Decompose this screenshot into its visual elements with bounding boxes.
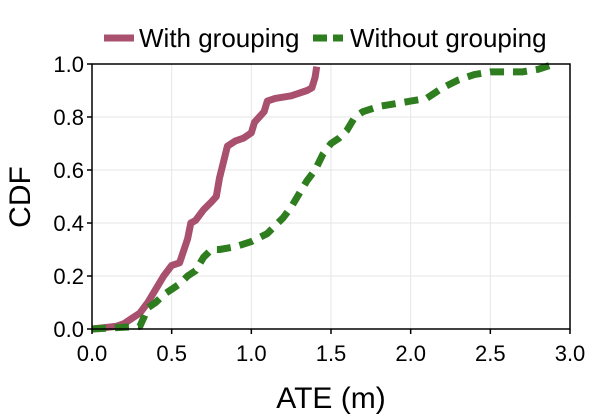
y-tick-label: 0.6 <box>53 158 84 183</box>
y-tick-label: 1.0 <box>53 52 84 77</box>
x-tick-label: 2.0 <box>395 341 426 366</box>
y-tick-label: 0.4 <box>53 211 84 236</box>
x-tick-label: 3.0 <box>555 341 586 366</box>
y-axis-title: CDF <box>4 166 37 228</box>
x-axis-ticks: 0.0 0.5 1.0 1.5 2.0 2.5 3.0 <box>77 329 586 366</box>
y-axis-ticks: 0.0 0.2 0.4 0.6 0.8 1.0 <box>53 52 92 342</box>
x-tick-label: 0.0 <box>77 341 108 366</box>
grid <box>91 63 571 330</box>
legend-label-with-grouping: With grouping <box>139 23 299 53</box>
x-axis-title: ATE (m) <box>276 382 385 415</box>
x-tick-label: 0.5 <box>156 341 187 366</box>
y-tick-label: 0.8 <box>53 105 84 130</box>
x-tick-label: 2.5 <box>475 341 506 366</box>
series-line-without-grouping <box>91 60 556 333</box>
x-tick-label: 1.5 <box>316 341 347 366</box>
series-line-with-grouping <box>91 66 321 333</box>
legend-label-without-grouping: Without grouping <box>350 23 547 53</box>
y-tick-label: 0.2 <box>53 264 84 289</box>
series-layer <box>91 60 556 333</box>
y-tick-label: 0.0 <box>53 317 84 342</box>
legend: With grouping Without grouping <box>104 23 547 53</box>
x-tick-label: 1.0 <box>236 341 267 366</box>
